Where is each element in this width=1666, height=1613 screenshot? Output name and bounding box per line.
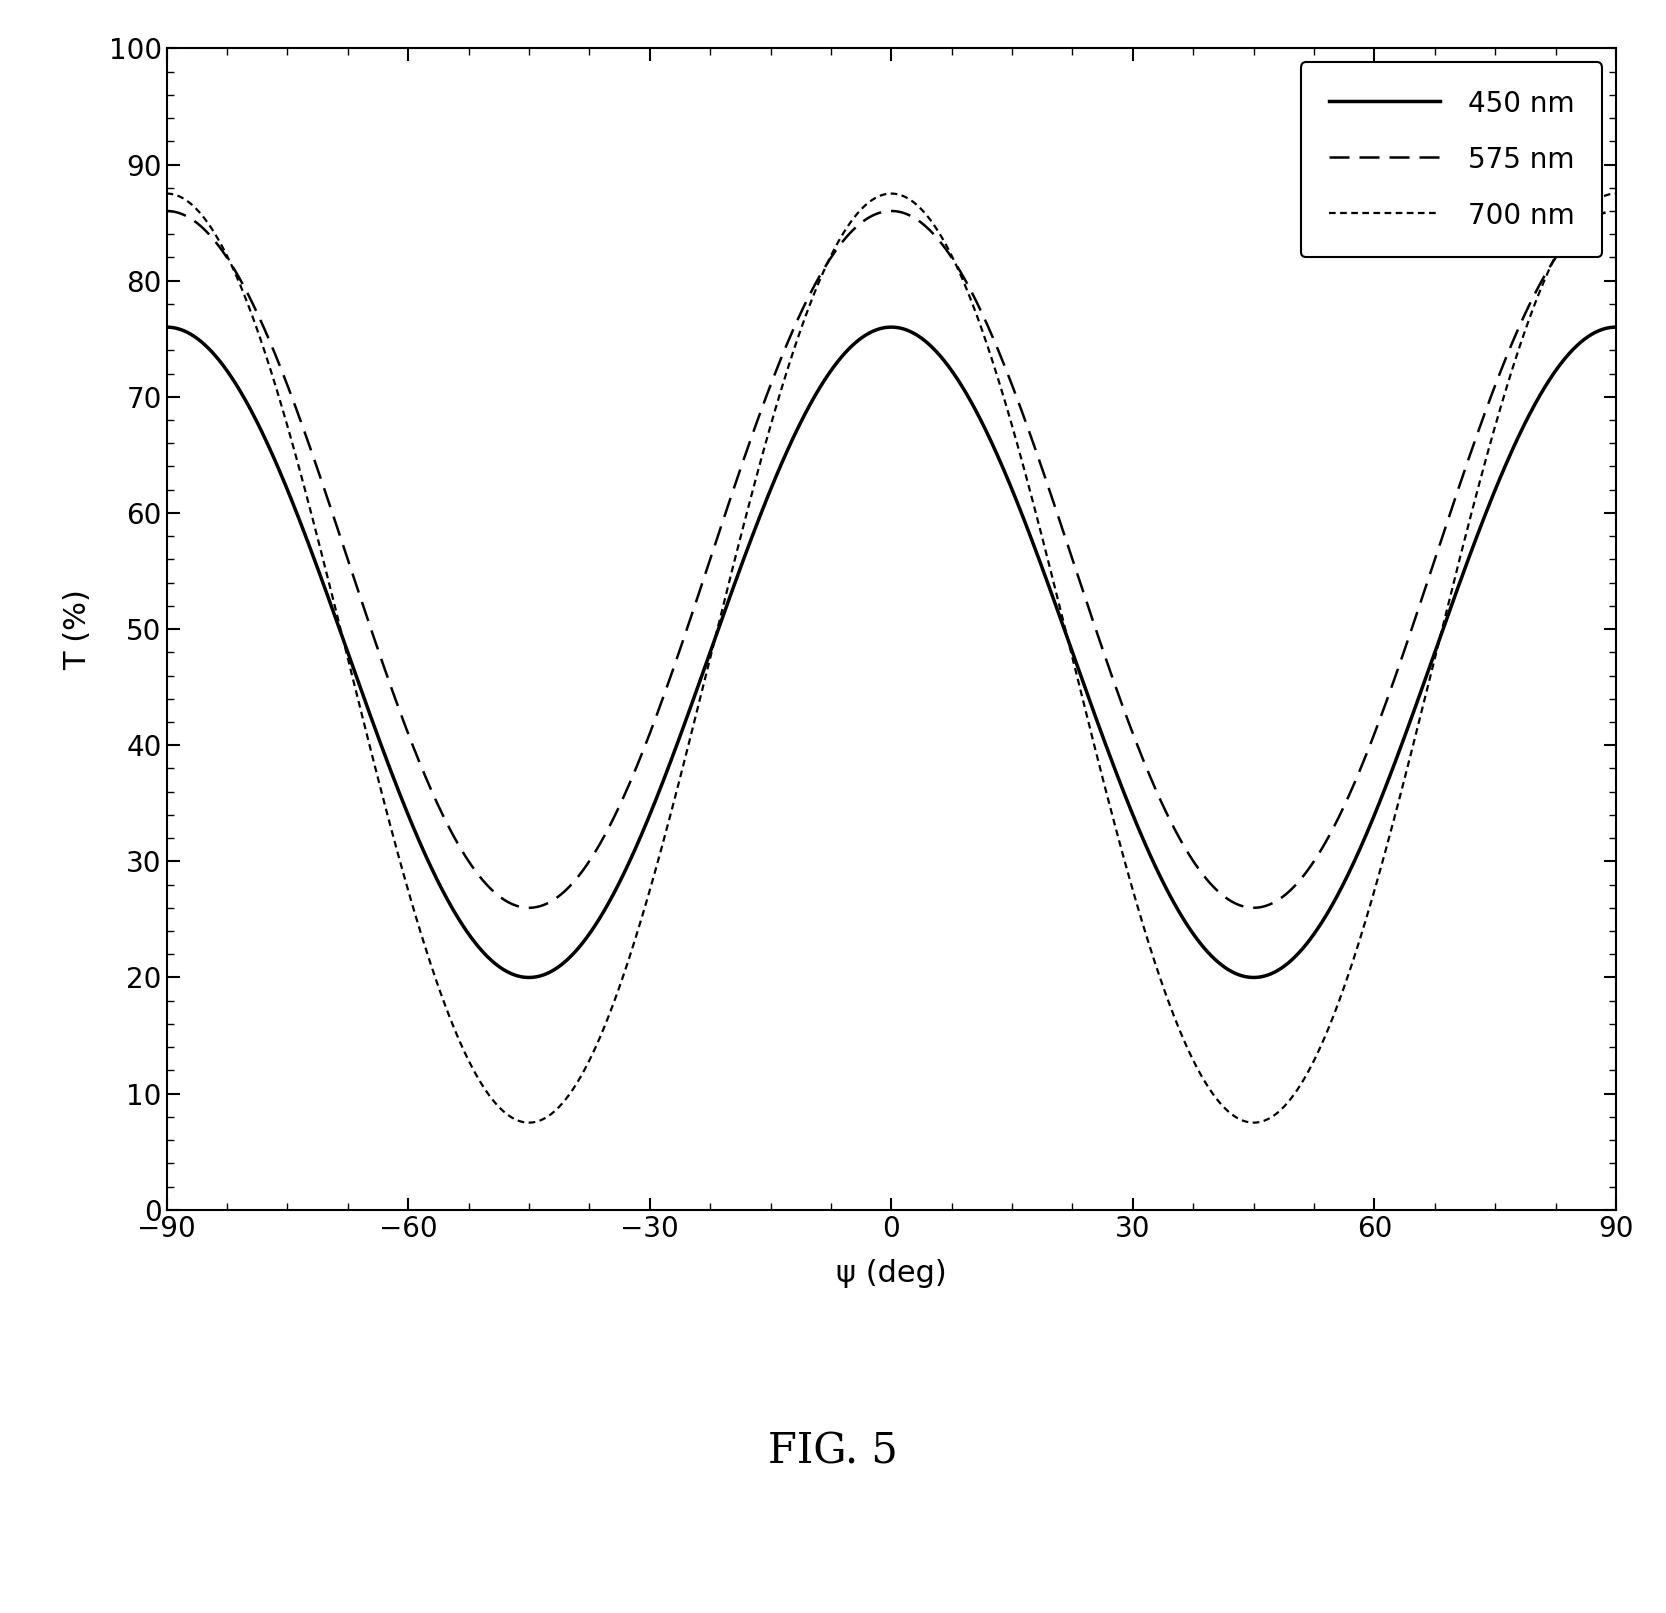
700 nm — [408, 915, 428, 934]
575 nm — [1606, 202, 1626, 221]
575 nm — [776, 337, 796, 356]
X-axis label: ψ (deg): ψ (deg) — [836, 1260, 946, 1289]
575 nm — [157, 202, 177, 221]
450 nm — [408, 829, 428, 848]
575 nm — [1578, 211, 1598, 231]
Text: FIG. 5: FIG. 5 — [768, 1431, 898, 1473]
450 nm — [1421, 652, 1441, 671]
Line: 575 nm: 575 nm — [167, 211, 1616, 908]
450 nm — [776, 445, 796, 465]
700 nm — [776, 366, 796, 386]
450 nm — [1606, 318, 1626, 337]
575 nm — [713, 511, 733, 531]
575 nm — [408, 748, 428, 768]
450 nm — [713, 606, 733, 626]
700 nm — [713, 597, 733, 616]
700 nm — [157, 184, 177, 203]
450 nm — [520, 968, 540, 987]
450 nm — [322, 598, 342, 618]
Line: 700 nm: 700 nm — [167, 194, 1616, 1123]
575 nm — [322, 502, 342, 521]
700 nm — [520, 1113, 540, 1132]
575 nm — [520, 898, 540, 918]
Legend: 450 nm, 575 nm, 700 nm: 450 nm, 575 nm, 700 nm — [1301, 63, 1603, 258]
450 nm — [1578, 327, 1598, 347]
700 nm — [1606, 184, 1626, 203]
575 nm — [1421, 558, 1441, 577]
700 nm — [1578, 197, 1598, 216]
Line: 450 nm: 450 nm — [167, 327, 1616, 977]
700 nm — [322, 584, 342, 603]
450 nm — [157, 318, 177, 337]
700 nm — [1421, 660, 1441, 679]
Y-axis label: T (%): T (%) — [63, 589, 92, 669]
